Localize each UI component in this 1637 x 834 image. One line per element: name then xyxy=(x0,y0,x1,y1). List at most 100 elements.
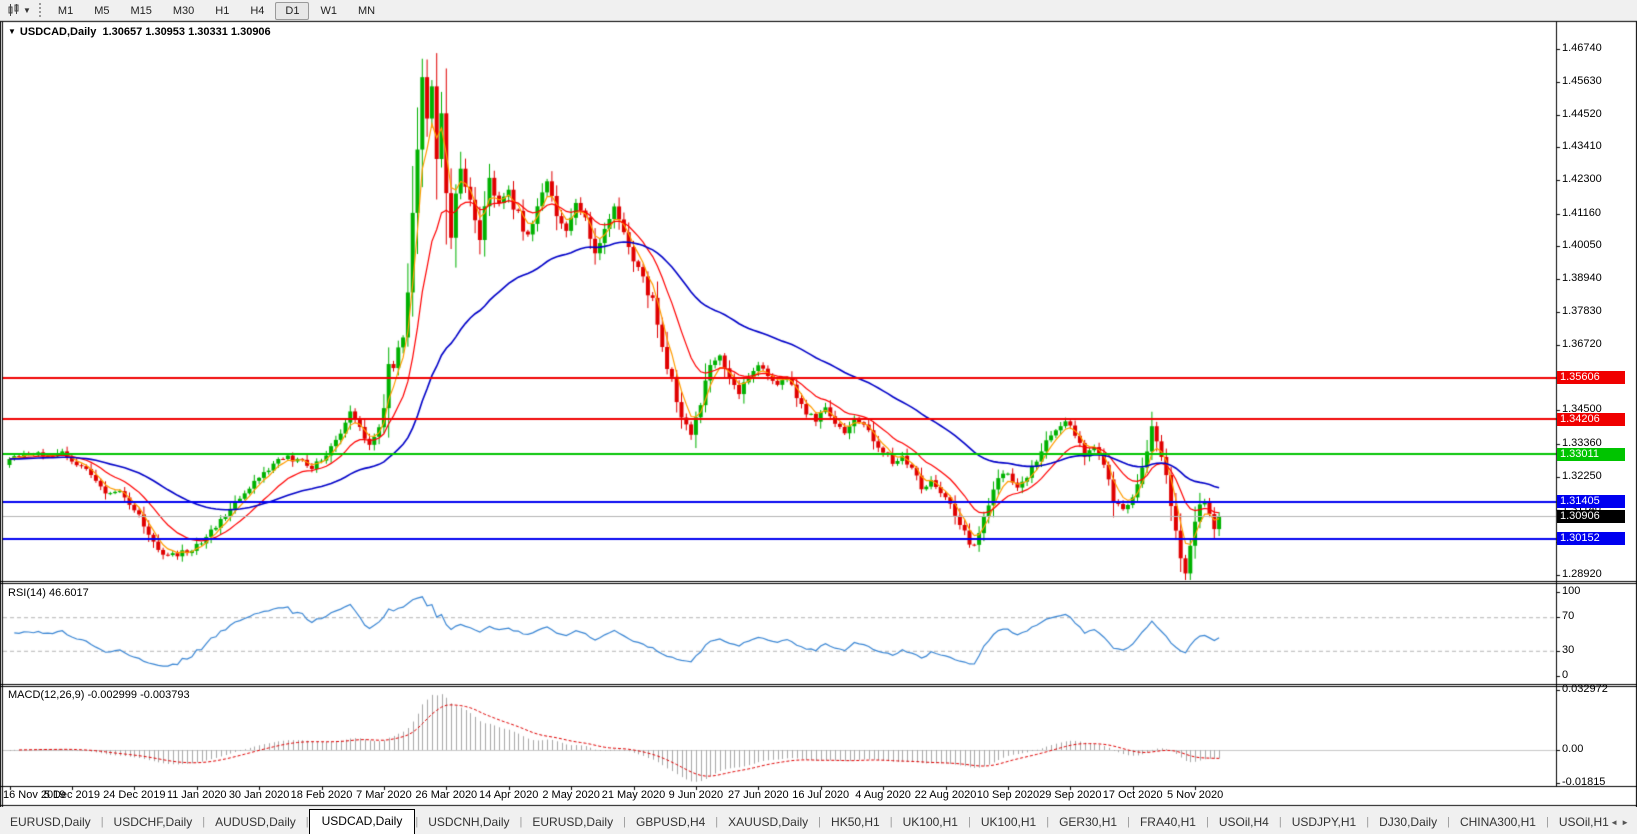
timeframe-button-h1[interactable]: H1 xyxy=(215,5,230,17)
price-level-badge: 1.34206 xyxy=(1557,412,1625,426)
x-axis-label: 5 Nov 2020 xyxy=(1166,789,1224,801)
chart-tab-dj30-daily[interactable]: DJ30,Daily xyxy=(1379,815,1438,829)
price-level-badge: 1.31405 xyxy=(1557,495,1625,509)
chart-tab-usoil-h4[interactable]: USOil,H4 xyxy=(1218,815,1269,829)
rsi-axis-tick: 70 xyxy=(1562,610,1575,623)
tab-divider: | xyxy=(967,816,971,828)
rsi-axis-tick: 0 xyxy=(1562,669,1569,681)
tab-divider: | xyxy=(1447,816,1450,828)
x-axis-label: 14 Apr 2020 xyxy=(479,789,539,801)
price-axis-tick: 1.44520 xyxy=(1562,107,1602,120)
tab-scroll-arrows[interactable]: ◄► xyxy=(1610,818,1632,827)
chart-tab-uk100-h1[interactable]: UK100,H1 xyxy=(902,815,958,829)
rsi-axis-tick: 100 xyxy=(1562,585,1581,597)
x-axis-label: 16 Jul 2020 xyxy=(792,789,850,801)
chart-tab-usoil-h1[interactable]: USOil,H1 xyxy=(1558,815,1609,829)
x-axis-label: 22 Aug 2020 xyxy=(914,789,977,801)
toolbar-grip[interactable] xyxy=(38,3,41,17)
chevron-down-icon: ▼ xyxy=(23,5,31,15)
timeframe-button-d1[interactable]: D1 xyxy=(275,2,310,20)
tab-divider: | xyxy=(305,816,309,828)
x-axis-label: 9 Jun 2020 xyxy=(668,789,724,801)
chart-ohlc-values: 1.30657 1.30953 1.30331 1.30906 xyxy=(102,26,271,38)
macd-label: MACD(12,26,9) -0.002999 -0.003793 xyxy=(8,689,190,701)
chart-title-arrow-icon[interactable]: ▼ xyxy=(8,27,16,36)
x-axis-label: 16 Nov 2019 xyxy=(3,789,66,801)
price-level-badge: 1.30906 xyxy=(1557,509,1625,523)
chart-tab-fra40-h1[interactable]: FRA40,H1 xyxy=(1139,815,1196,829)
price-level-badge: 1.35606 xyxy=(1557,371,1625,385)
x-axis-label: 24 Dec 2019 xyxy=(103,789,166,801)
chart-tab-eurusd-daily[interactable]: EURUSD,Daily xyxy=(10,815,91,829)
chart-title: ▼ USDCAD,Daily 1.30657 1.30953 1.30331 1.… xyxy=(8,26,271,38)
chart-tab-gbpusd-h4[interactable]: GBPUSD,H4 xyxy=(635,815,706,829)
macd-axis-tick: -0.01815 xyxy=(1562,776,1606,789)
price-chart-canvas[interactable] xyxy=(0,0,1637,807)
price-axis-tick: 1.32250 xyxy=(1562,469,1602,482)
timeframe-button-mn[interactable]: MN xyxy=(357,5,376,17)
timeframe-button-m15[interactable]: M15 xyxy=(130,5,152,17)
tab-divider: | xyxy=(519,816,523,828)
x-axis-label: 7 Mar 2020 xyxy=(356,789,412,801)
chart-tab-bar: EURUSD,Daily | USDCHF,Daily | AUDUSD,Daily | U… xyxy=(0,807,1637,834)
x-axis-label: 26 Mar 2020 xyxy=(415,789,478,801)
chart-tab-ger30-h1[interactable]: GER30,H1 xyxy=(1059,815,1118,829)
price-axis-tick: 1.41160 xyxy=(1562,206,1601,219)
chart-tab-usdjpy-h1[interactable]: USDJPY,H1 xyxy=(1291,815,1357,829)
timeframe-button-m30[interactable]: M30 xyxy=(172,5,195,17)
chart-tab-audusd-daily[interactable]: AUDUSD,Daily xyxy=(215,815,296,829)
chart-tab-eurusd-daily[interactable]: EURUSD,Daily xyxy=(532,815,614,829)
price-axis-tick: 1.37830 xyxy=(1562,305,1602,318)
tab-divider: | xyxy=(1127,816,1130,828)
price-axis-tick: 1.46740 xyxy=(1562,42,1602,54)
tab-scroll-left-icon[interactable]: ◄ xyxy=(1610,818,1622,827)
tab-divider: | xyxy=(100,816,104,828)
chart-tab-hk50-h1[interactable]: HK50,H1 xyxy=(831,815,880,829)
x-axis-label: 30 Jan 2020 xyxy=(228,789,290,801)
timeframe-toolbar: ▼ M1 M5 M15 M30 H1 H4 D1 W1 MN xyxy=(0,0,1637,21)
macd-axis-tick: 0.00 xyxy=(1562,743,1584,755)
tab-divider: | xyxy=(715,816,719,828)
price-level-badge: 1.30152 xyxy=(1557,532,1625,546)
tab-divider: | xyxy=(202,816,206,828)
chart-tab-usdcnh-daily[interactable]: USDCNH,Daily xyxy=(428,815,510,829)
chart-tab-china300-h1[interactable]: CHINA300,H1 xyxy=(1459,815,1536,829)
price-axis-tick: 1.28920 xyxy=(1562,568,1602,581)
x-axis-label: 17 Oct 2020 xyxy=(1102,789,1163,801)
price-axis-tick: 1.43410 xyxy=(1562,140,1602,153)
x-axis-label: 4 Aug 2020 xyxy=(855,789,911,801)
chart-tab-uk100-h1[interactable]: UK100,H1 xyxy=(980,815,1037,829)
price-axis-tick: 1.36720 xyxy=(1562,337,1602,350)
timeframe-button-h4[interactable]: H4 xyxy=(250,5,265,17)
timeframe-button-m1[interactable]: M1 xyxy=(57,5,74,17)
tab-scroll-right-icon[interactable]: ► xyxy=(1621,818,1632,827)
tab-divider: | xyxy=(1545,816,1549,828)
x-axis-label: 2 May 2020 xyxy=(542,789,600,801)
chart-symbol-label: USDCAD,Daily xyxy=(19,26,97,38)
rsi-label: RSI(14) 46.6017 xyxy=(8,587,89,599)
price-axis-tick: 1.33360 xyxy=(1562,436,1602,449)
x-axis-label: 27 Jun 2020 xyxy=(728,789,789,801)
price-axis-tick: 1.38940 xyxy=(1562,272,1602,285)
tab-divider: | xyxy=(623,816,626,828)
x-axis-label: 5 Dec 2019 xyxy=(43,789,101,801)
x-axis-label: 11 Jan 2020 xyxy=(166,789,227,801)
x-axis-label: 10 Sep 2020 xyxy=(976,789,1040,801)
chart-type-icon[interactable]: ▼ xyxy=(4,3,34,17)
rsi-axis-tick: 30 xyxy=(1562,643,1575,656)
tab-divider: | xyxy=(1205,816,1209,828)
chart-tab-usdcad-daily[interactable]: USDCAD,Daily xyxy=(308,809,416,834)
timeframe-button-w1[interactable]: W1 xyxy=(320,5,337,17)
chart-tab-usdchf-daily[interactable]: USDCHF,Daily xyxy=(113,815,193,829)
price-axis-tick: 1.34500 xyxy=(1562,403,1602,416)
chart-tab-xauusd-daily[interactable]: XAUUSD,Daily xyxy=(728,815,809,829)
price-axis-tick: 1.42300 xyxy=(1562,173,1602,186)
x-axis-label: 18 Feb 2020 xyxy=(290,789,353,801)
macd-axis-tick: 0.032972 xyxy=(1562,682,1608,695)
candlestick-glyph xyxy=(8,4,19,16)
chart-tabs: EURUSD,Daily | USDCHF,Daily | AUDUSD,Daily | U… xyxy=(0,809,1619,834)
price-level-badge: 1.33011 xyxy=(1557,447,1625,461)
timeframe-button-m5[interactable]: M5 xyxy=(94,5,110,17)
tab-divider: | xyxy=(415,816,419,828)
